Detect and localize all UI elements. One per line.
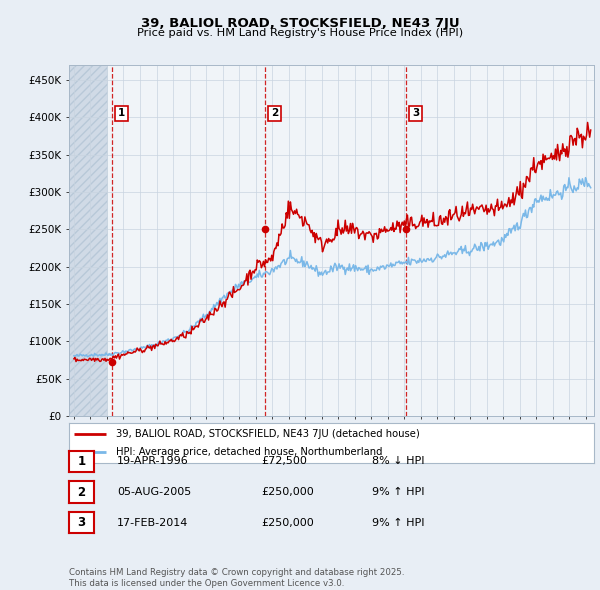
Text: 1: 1: [118, 109, 125, 119]
Bar: [69, 65, 107, 416]
Text: 9% ↑ HPI: 9% ↑ HPI: [372, 487, 425, 497]
Text: 2: 2: [271, 109, 278, 119]
Text: 2: 2: [77, 486, 86, 499]
Text: £250,000: £250,000: [261, 518, 314, 527]
Text: 8% ↓ HPI: 8% ↓ HPI: [372, 457, 425, 466]
Text: 39, BALIOL ROAD, STOCKSFIELD, NE43 7JU: 39, BALIOL ROAD, STOCKSFIELD, NE43 7JU: [140, 17, 460, 30]
Text: 1: 1: [77, 455, 86, 468]
Bar: [69, 65, 107, 416]
Text: 3: 3: [412, 109, 419, 119]
Text: 39, BALIOL ROAD, STOCKSFIELD, NE43 7JU (detached house): 39, BALIOL ROAD, STOCKSFIELD, NE43 7JU (…: [116, 429, 420, 439]
Text: HPI: Average price, detached house, Northumberland: HPI: Average price, detached house, Nort…: [116, 447, 383, 457]
Text: 17-FEB-2014: 17-FEB-2014: [117, 518, 188, 527]
Text: 3: 3: [77, 516, 86, 529]
Text: Price paid vs. HM Land Registry's House Price Index (HPI): Price paid vs. HM Land Registry's House …: [137, 28, 463, 38]
Text: 05-AUG-2005: 05-AUG-2005: [117, 487, 191, 497]
Text: Contains HM Land Registry data © Crown copyright and database right 2025.
This d: Contains HM Land Registry data © Crown c…: [69, 568, 404, 588]
Text: £72,500: £72,500: [261, 457, 307, 466]
Text: 9% ↑ HPI: 9% ↑ HPI: [372, 518, 425, 527]
Text: £250,000: £250,000: [261, 487, 314, 497]
Text: 19-APR-1996: 19-APR-1996: [117, 457, 189, 466]
